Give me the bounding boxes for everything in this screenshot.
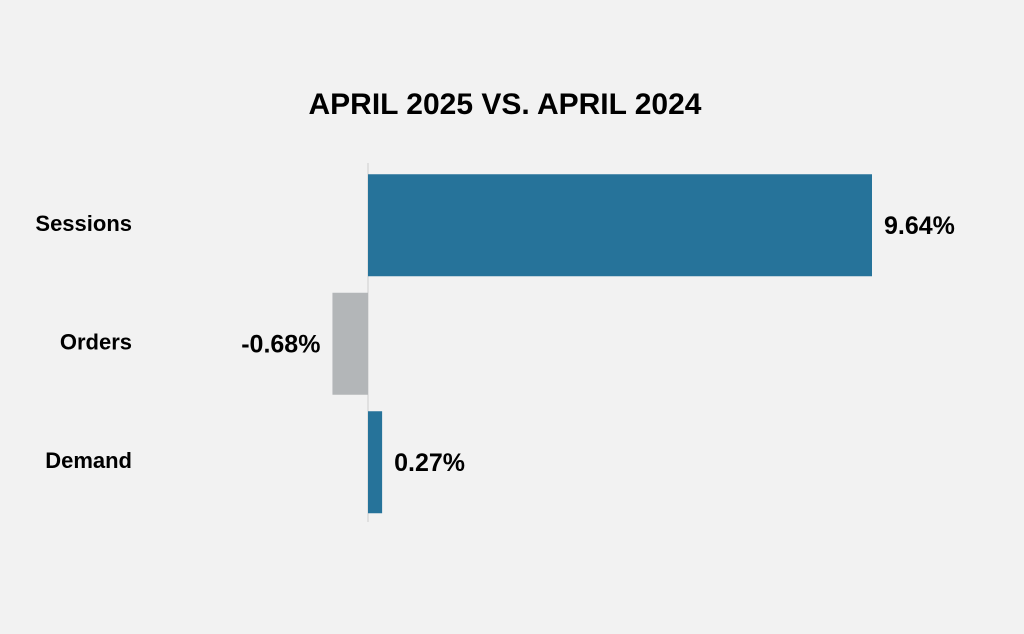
bar xyxy=(332,292,368,395)
value-label: -0.68% xyxy=(241,330,320,358)
y-tick-label: Sessions xyxy=(35,211,132,236)
y-tick-label: Demand xyxy=(45,448,132,473)
bar xyxy=(368,411,383,514)
bar xyxy=(368,174,872,277)
chart-title: APRIL 2025 VS. APRIL 2024 xyxy=(309,88,702,121)
y-tick-label: Orders xyxy=(60,330,132,355)
value-label: 9.64% xyxy=(884,212,955,240)
value-label: 0.27% xyxy=(394,449,465,477)
